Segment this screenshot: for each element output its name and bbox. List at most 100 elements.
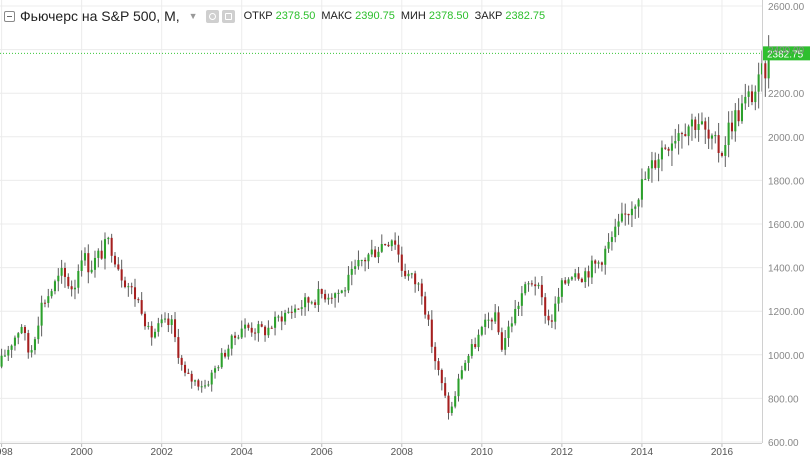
- candle-body: [474, 344, 477, 348]
- candle-body: [727, 122, 730, 146]
- candle-body: [217, 367, 220, 369]
- candle-body: [307, 297, 310, 303]
- candle-body: [530, 283, 533, 285]
- candle-body: [414, 273, 417, 285]
- candle-body: [60, 267, 63, 276]
- y-tick-label: 1800.00: [768, 176, 805, 187]
- x-tick-label: 2014: [631, 447, 654, 456]
- candle-body: [280, 316, 283, 322]
- candle-body: [454, 396, 457, 407]
- candle-body: [540, 284, 543, 298]
- gear-icon[interactable]: [221, 9, 235, 23]
- candle-body: [437, 361, 440, 371]
- last-price-badge: [763, 46, 810, 61]
- candle-body: [133, 287, 137, 300]
- candle-body: [87, 253, 90, 273]
- candle-body: [350, 268, 353, 275]
- candle-body: [220, 352, 223, 368]
- candle-body: [254, 332, 257, 334]
- y-tick-label: 600.00: [768, 438, 799, 449]
- candle-body: [250, 327, 253, 333]
- candle-body: [744, 96, 747, 104]
- candle-body: [560, 280, 563, 297]
- candle-body: [680, 133, 683, 135]
- candle-body: [147, 325, 150, 327]
- candle-body: [450, 406, 453, 413]
- candle-body: [690, 119, 693, 127]
- candle-body: [510, 323, 513, 327]
- close-value: 2382.75: [505, 10, 546, 22]
- low-label: МИН: [400, 10, 426, 22]
- candle-body: [240, 328, 243, 338]
- candle-body: [20, 326, 23, 334]
- candle-body: [324, 293, 327, 300]
- candle-body: [444, 383, 447, 396]
- candle-body: [300, 307, 303, 309]
- candle-body: [740, 103, 744, 122]
- x-tick-label: 2006: [311, 447, 334, 456]
- candle-body: [534, 284, 537, 287]
- candle-body: [337, 292, 340, 294]
- high-label: МАКС: [321, 10, 353, 22]
- candle-body: [113, 255, 117, 265]
- candle-body: [63, 267, 66, 277]
- candle-body: [477, 334, 480, 348]
- candle-body: [590, 260, 593, 278]
- candle-body: [607, 241, 610, 249]
- candle-body: [110, 237, 113, 256]
- candle-body: [544, 297, 547, 316]
- open-value: 2378.50: [275, 10, 316, 22]
- candle-body: [410, 273, 413, 275]
- x-tick-label: 2016: [711, 447, 734, 456]
- candle-body: [83, 253, 87, 261]
- candle-body: [327, 297, 330, 300]
- x-tick-label: 2012: [551, 447, 574, 456]
- candle-body: [153, 331, 157, 338]
- eye-icon[interactable]: [205, 9, 219, 23]
- candle-body: [67, 276, 70, 287]
- candle-body: [720, 152, 723, 156]
- candle-body: [287, 311, 290, 313]
- candle-body: [234, 335, 237, 338]
- candle-body: [750, 91, 754, 103]
- candle-body: [80, 260, 83, 271]
- candle-body: [504, 338, 507, 350]
- candle-body: [117, 264, 120, 270]
- candle-body: [737, 110, 740, 122]
- collapse-icon[interactable]: [4, 10, 15, 22]
- candle-body: [100, 250, 103, 259]
- candle-body: [650, 160, 653, 169]
- candle-body: [434, 346, 437, 362]
- candle-body: [274, 316, 277, 328]
- last-price-line: 2382.75: [0, 46, 810, 61]
- y-tick-label: 2200.00: [768, 89, 805, 100]
- candle-body: [214, 368, 217, 373]
- chevron-down-icon[interactable]: ▼: [188, 11, 198, 21]
- candle-body: [694, 119, 697, 130]
- candle-body: [297, 308, 300, 310]
- candle-body: [140, 300, 143, 314]
- candle-body: [587, 271, 590, 278]
- candle-body: [180, 357, 183, 365]
- candle-body: [580, 278, 583, 283]
- y-tick-label: 2600.00: [768, 2, 805, 13]
- candle-body: [354, 266, 357, 269]
- candle-body: [244, 324, 247, 329]
- x-tick-label: 2004: [231, 447, 254, 456]
- candle-body: [267, 327, 270, 336]
- x-tick-label: 2000: [71, 447, 94, 456]
- candle-body: [290, 311, 293, 313]
- candle-body: [547, 315, 550, 321]
- candle-body: [207, 384, 210, 386]
- candle-body: [757, 74, 760, 92]
- candle-body: [730, 122, 733, 132]
- candle-body: [380, 244, 383, 252]
- candle-body: [567, 279, 570, 284]
- grid: [0, 0, 762, 443]
- candle-body: [374, 249, 377, 258]
- candle-body: [390, 240, 393, 247]
- candle-body: [687, 126, 690, 137]
- candle-body: [624, 213, 627, 215]
